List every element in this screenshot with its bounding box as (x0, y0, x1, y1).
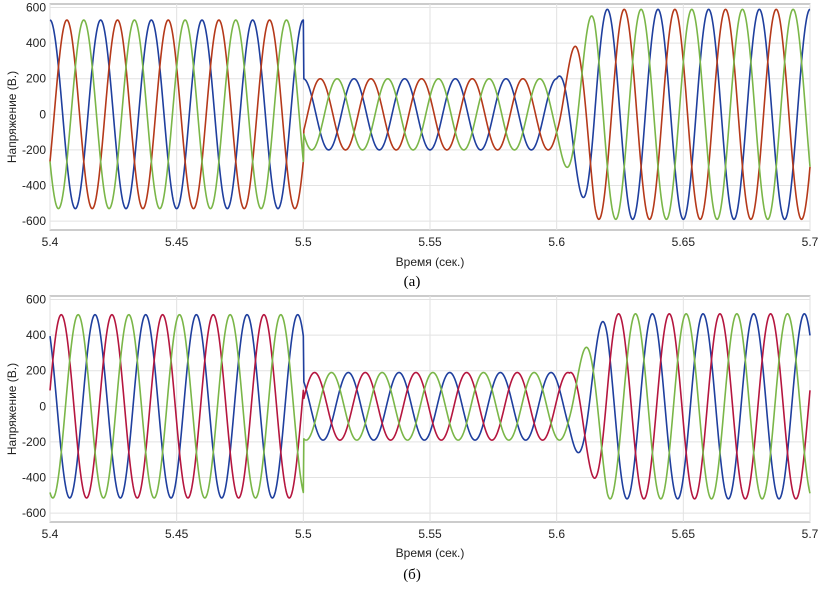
y-tick-label: -400 (22, 179, 46, 193)
y-tick-label: -400 (22, 471, 46, 485)
x-ticks-a: 5.4 5.45 5.5 5.55 5.6 5.65 5.7 (42, 235, 819, 249)
x-tick-label: 5.55 (418, 527, 442, 541)
y-ticks-b: 600 400 200 0 -200 -400 -600 (22, 293, 46, 521)
x-ticks-b: 5.4 5.45 5.5 5.55 5.6 5.65 5.7 (42, 527, 819, 541)
x-tick-label: 5.6 (548, 235, 565, 249)
y-tick-label: -200 (22, 435, 46, 449)
series-line-2 (49, 313, 811, 500)
y-tick-label: 400 (26, 328, 46, 342)
y-tick-label: 600 (26, 293, 46, 307)
x-tick-label: 5.65 (672, 527, 696, 541)
y-tick-label: 200 (26, 72, 46, 86)
series-group-a (49, 8, 811, 221)
y-tick-label: -200 (22, 143, 46, 157)
y-tick-label: -600 (22, 214, 46, 228)
x-tick-label: 5.6 (548, 527, 565, 541)
y-ticks-a: 600 400 200 0 -200 -400 -600 (22, 1, 46, 229)
x-tick-label: 5.7 (802, 527, 819, 541)
y-axis-label-b: Напряжение (В.) (5, 363, 19, 455)
series-line-3 (49, 313, 811, 500)
x-tick-label: 5.45 (165, 235, 189, 249)
x-tick-label: 5.5 (295, 527, 312, 541)
x-tick-label: 5.55 (418, 235, 442, 249)
x-tick-label: 5.4 (42, 527, 59, 541)
series-line-1 (49, 313, 811, 500)
series-line-3 (49, 8, 811, 221)
chart-panel-a: 600 400 200 0 -200 -400 -600 5.4 5.45 5.5 5.55 5.6… (5, 1, 819, 290)
y-axis-label-a: Напряжение (В.) (5, 71, 19, 163)
x-tick-label: 5.65 (672, 235, 696, 249)
y-tick-label: 0 (39, 399, 46, 413)
chart-panel-b: 600 400 200 0 -200 -400 -600 5.4 5.45 5.5 5.55 5.6… (5, 293, 819, 583)
x-tick-label: 5.45 (165, 527, 189, 541)
series-line-1 (49, 8, 811, 221)
x-tick-label: 5.5 (295, 235, 312, 249)
y-tick-label: -600 (22, 506, 46, 520)
series-group-b (49, 313, 811, 500)
y-tick-label: 400 (26, 36, 46, 50)
x-tick-label: 5.4 (42, 235, 59, 249)
x-axis-label-b: Время (сек.) (396, 546, 465, 560)
panel-caption-a: (а) (404, 274, 421, 290)
panel-caption-b: (б) (403, 567, 421, 583)
x-tick-label: 5.7 (802, 235, 819, 249)
y-tick-label: 200 (26, 364, 46, 378)
y-tick-label: 0 (39, 107, 46, 121)
y-tick-label: 600 (26, 1, 46, 15)
x-axis-label-a: Время (сек.) (396, 255, 465, 269)
